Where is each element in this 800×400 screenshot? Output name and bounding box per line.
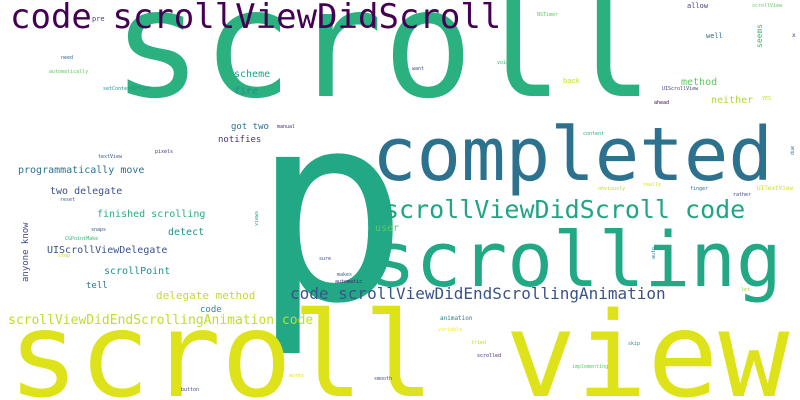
word-makes: makes (337, 272, 353, 278)
word-neither: neither (711, 95, 754, 106)
word-anyone-know: anyone know (21, 222, 31, 282)
word-reset: reset (60, 197, 76, 203)
word-auto: auto (651, 246, 657, 259)
word-animation: animation (440, 315, 473, 322)
word-skip: skip (628, 341, 641, 347)
word-tell: tell (86, 281, 108, 291)
word-scrollviewdidscroll-code: scrollViewDidScroll code (384, 195, 746, 224)
word-want: want (412, 66, 425, 72)
word-back: back (563, 77, 580, 85)
word-finished-scrolling: finished scrolling (97, 209, 206, 220)
word-variable: variable (438, 327, 463, 333)
word-uitextview: UITextView (757, 185, 794, 192)
word-completed: completed (372, 112, 773, 198)
word-scrolled: scrolled (477, 353, 502, 359)
word-code: code (200, 305, 222, 315)
word-scroll: scroll (112, 0, 654, 132)
word-obviously: obviously (598, 186, 626, 192)
word-finger: finger (690, 186, 709, 192)
word-pixels: pixels (155, 149, 174, 155)
word-user: user (375, 223, 400, 234)
word-rather: rather (733, 192, 752, 198)
word-delegate-method: delegate method (156, 289, 256, 302)
word-scrollview: scrollView (752, 3, 783, 9)
word-really: really (643, 182, 662, 188)
word-due: due (790, 145, 796, 155)
word-allow: allow (687, 2, 709, 10)
word-uiscrollview: UIScrollView (662, 86, 699, 92)
word-notifies: notifies (218, 135, 262, 145)
word-manual: manual (277, 124, 296, 130)
word-smooth: smooth (374, 376, 393, 382)
word-snaps: snaps (91, 227, 107, 233)
word-content: content (583, 131, 605, 137)
word-button: button (181, 387, 200, 393)
word-p: p (252, 59, 409, 361)
word-programmatically-move: programmatically move (18, 165, 145, 176)
word-two-delegate: two delegate (50, 186, 123, 197)
word-void: void (497, 60, 510, 66)
word-scrollpoint: scrollPoint (104, 266, 171, 277)
word-let: let (741, 287, 751, 293)
word-x: x (792, 32, 796, 39)
word-setcontentoffset: setContentOffset (103, 86, 152, 92)
word-views: views (254, 210, 260, 226)
word-need: need (61, 55, 74, 61)
word-automatic: automatic (335, 279, 363, 285)
word-scheme: scheme (234, 69, 271, 80)
word-cgpointmake: CGPointMake (65, 236, 99, 242)
word-nstimer: NSTimer (537, 12, 559, 18)
word-method: method (681, 77, 718, 88)
word-works: works (289, 373, 305, 379)
word-scrolling: scrolling (370, 215, 782, 304)
word-ahead: ahead (654, 100, 670, 106)
word-fire: fire (234, 86, 259, 97)
word-stop: stop (58, 253, 71, 259)
word-yes: YES (762, 96, 772, 102)
word-code-scrollviewdidendscrollinganimation: code scrollViewDidEndScrollingAnimation (290, 284, 666, 303)
word-automatically: automatically (49, 69, 89, 75)
word-textview: textView (98, 154, 123, 160)
word-uiscrollviewdelegate: UIScrollViewDelegate (47, 245, 168, 256)
word-scroll-view: scroll view (8, 286, 790, 400)
word-sure: sure (319, 256, 332, 262)
word-implementing: implementing (572, 364, 609, 370)
word-tried: tried (471, 340, 487, 346)
word-got-two: got two (231, 122, 269, 132)
word-code-scrollviewdidscroll: code scrollViewDidScroll (10, 0, 502, 37)
word-pre: pre (92, 15, 105, 23)
word-scrollviewdidendscrollinganimation-code: scrollViewDidEndScrollingAnimation code (8, 313, 314, 328)
word-seems: seems (755, 23, 764, 48)
word-detect: detect (168, 227, 205, 238)
word-well: well (706, 32, 723, 40)
